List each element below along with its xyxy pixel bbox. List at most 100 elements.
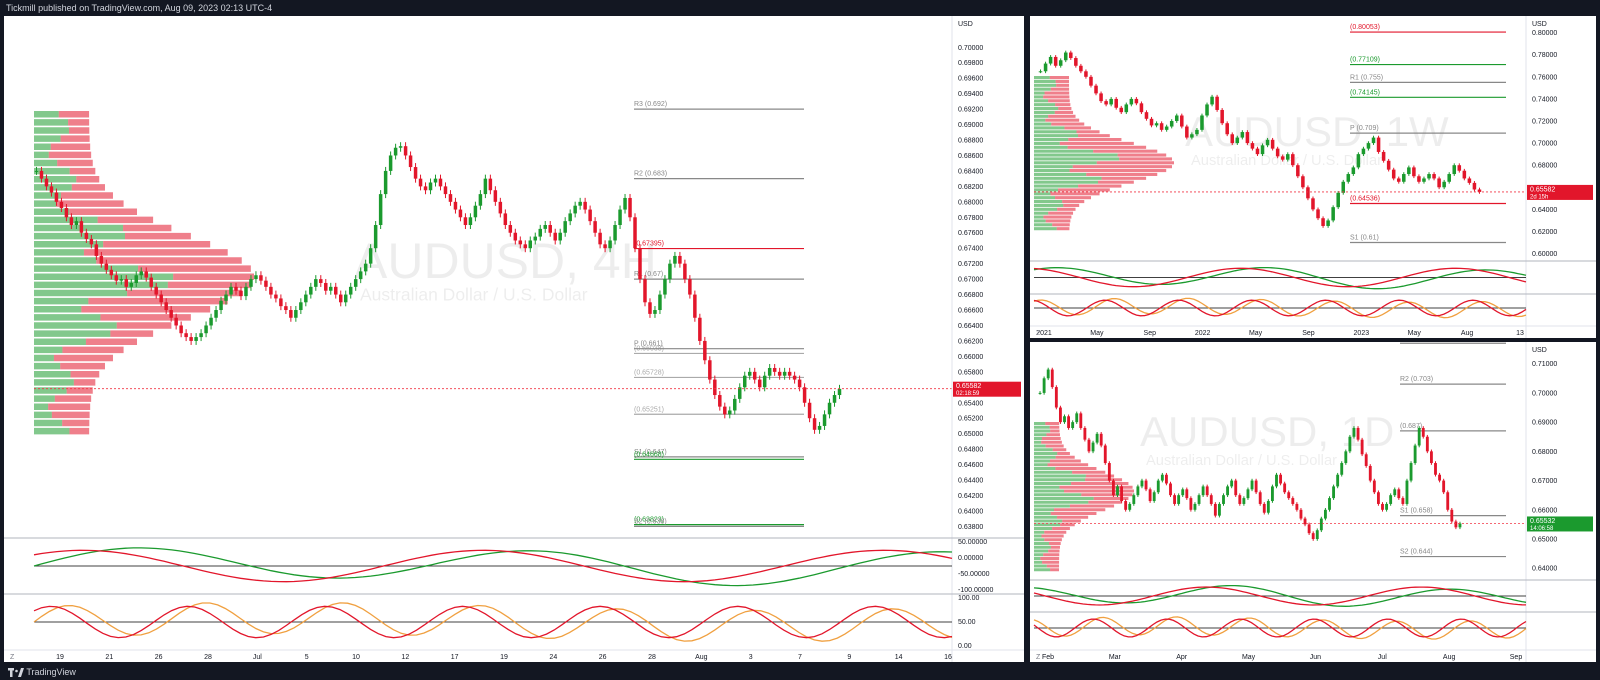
- volume-profile-bar-up: [1034, 203, 1064, 207]
- candle: [523, 244, 528, 249]
- candle: [304, 294, 308, 303]
- x-tick-label: Aug: [695, 654, 708, 661]
- candle: [119, 279, 124, 281]
- candle: [782, 371, 787, 376]
- candle: [1467, 178, 1472, 183]
- candle: [94, 244, 99, 256]
- candle: [1230, 480, 1234, 487]
- volume-profile-bar-down: [85, 338, 138, 345]
- candle: [1442, 181, 1446, 188]
- z-button-icon: Z: [1036, 330, 1041, 337]
- volume-profile-bar-down: [60, 135, 90, 142]
- level-label: S1 (0.658): [1400, 508, 1433, 515]
- volume-profile-bar-down: [1096, 161, 1174, 165]
- volume-profile-bar-up: [1034, 467, 1056, 470]
- y-tick-label: 0.76000: [1532, 74, 1557, 81]
- volume-profile-bar-up: [34, 119, 69, 126]
- candle: [1332, 486, 1336, 499]
- volume-profile-bar-down: [1093, 149, 1158, 153]
- volume-profile-bar-up: [34, 371, 71, 378]
- x-tick-label: May: [1242, 654, 1256, 661]
- candle: [1246, 489, 1250, 499]
- candle: [1397, 489, 1401, 499]
- y-tick-label: 0.70000: [958, 45, 983, 52]
- volume-profile-bar-up: [1034, 169, 1070, 173]
- candle: [204, 325, 208, 334]
- candle: [608, 240, 612, 249]
- volume-profile-bar-up: [1034, 474, 1086, 478]
- level-label: S1 (0.61): [1350, 235, 1379, 242]
- candle: [1240, 132, 1245, 138]
- volume-profile-bar-up: [1034, 91, 1045, 95]
- candle: [643, 279, 647, 303]
- candle: [398, 146, 403, 148]
- candle: [1156, 480, 1160, 493]
- candle: [1048, 56, 1053, 64]
- y-tick-label: 0.67000: [958, 277, 983, 284]
- volume-profile-bar-up: [34, 297, 89, 305]
- candle: [309, 286, 313, 295]
- candle: [1346, 174, 1351, 182]
- candle: [214, 310, 218, 318]
- volume-profile-bar-down: [1060, 523, 1075, 527]
- level-label: R2 (0.703): [1400, 376, 1433, 383]
- volume-profile-bar-up: [1034, 515, 1057, 519]
- x-tick-label: Jun: [1310, 654, 1321, 661]
- volume-profile-bar-down: [68, 127, 90, 134]
- volume-profile-bar-down: [1049, 425, 1060, 429]
- candle: [1250, 143, 1255, 149]
- candle: [1079, 413, 1083, 428]
- volume-profile-bar-down: [1117, 153, 1167, 157]
- candle: [1067, 416, 1071, 428]
- candle: [329, 286, 333, 291]
- candle: [733, 398, 737, 411]
- candle: [1262, 503, 1266, 513]
- candle: [1328, 498, 1331, 510]
- y-tick-label: 0.69800: [958, 60, 983, 67]
- level-label: (0.65251): [634, 406, 664, 413]
- volume-profile-bar-down: [1058, 107, 1072, 111]
- candle: [673, 255, 677, 264]
- candle: [1352, 427, 1356, 437]
- candle: [1296, 165, 1300, 177]
- oscillator-tick: -100.00000: [958, 587, 994, 594]
- watermark: AUDUSD, 4H: [354, 233, 657, 289]
- volume-profile-bar-up: [1034, 157, 1120, 161]
- candle: [1458, 523, 1462, 528]
- candle: [1417, 427, 1421, 446]
- chart-panel-weekly[interactable]: AUDUSD, 1W Australian Dollar / U.S. Dolla…: [1030, 16, 1596, 338]
- candle: [189, 337, 193, 341]
- x-tick-label: Jul: [1378, 654, 1387, 661]
- y-tick-label: 0.69200: [958, 107, 983, 114]
- candle: [777, 371, 782, 376]
- level-label: (0.65728): [634, 369, 664, 376]
- volume-profile-bar-down: [1050, 512, 1097, 515]
- candle: [1452, 165, 1457, 175]
- volume-profile-bar-down: [1064, 126, 1092, 130]
- candle: [1366, 143, 1371, 149]
- volume-profile-bar-up: [1034, 219, 1046, 223]
- volume-profile-bar-down: [100, 314, 191, 321]
- y-tick-label: 0.64600: [958, 462, 983, 469]
- candle: [1054, 387, 1058, 408]
- volume-profile-bar-down: [1047, 463, 1089, 467]
- chart-panel-4h[interactable]: AUDUSD, 4H Australian Dollar / U.S. Dolla…: [4, 16, 1024, 662]
- candle: [1371, 137, 1376, 144]
- candle: [1095, 433, 1099, 443]
- y-tick-label: 0.67000: [1532, 478, 1557, 485]
- candle: [1412, 167, 1416, 177]
- x-tick-label: 21: [105, 654, 113, 661]
- level-label: R1 (0.755): [1350, 74, 1383, 81]
- currency-label: USD: [958, 21, 973, 28]
- candle: [473, 205, 478, 218]
- volume-profile-bar-up: [1034, 172, 1087, 176]
- candle: [49, 186, 54, 193]
- volume-profile-bar-down: [1063, 203, 1080, 207]
- chart-panel-daily[interactable]: AUDUSD, 1D Australian Dollar / U.S. Dolla…: [1030, 335, 1596, 662]
- candle: [129, 282, 134, 287]
- volume-profile-bar-up: [1034, 223, 1053, 227]
- volume-profile-bar-up: [1034, 114, 1049, 118]
